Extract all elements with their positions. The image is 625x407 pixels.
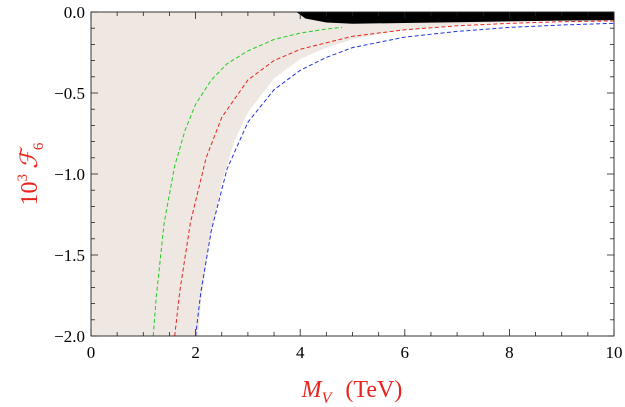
x-axis-unit: (TeV) (345, 377, 402, 403)
y-axis-exponent: 3 (15, 174, 31, 182)
x-tick-label: 2 (191, 343, 200, 362)
series-layer (152, 20, 614, 336)
allowed-band (91, 12, 614, 336)
y-tick-label: −1.5 (54, 246, 85, 265)
y-axis-prefix: 10 (17, 181, 43, 205)
y-tick-label: −0.5 (54, 84, 85, 103)
y-tick-label: −2.0 (54, 327, 85, 346)
series-line-red (174, 20, 614, 336)
y-axis-title: 103 ℱ6 (15, 142, 47, 205)
x-axis-symbol: M (301, 377, 324, 403)
x-tick-label: 8 (505, 343, 514, 362)
x-axis-subscript: V (322, 390, 334, 407)
y-axis-symbol: ℱ (17, 146, 43, 169)
plot-area (91, 12, 614, 336)
x-tick-label: 10 (606, 343, 623, 362)
y-tick-label: 0.0 (64, 3, 85, 22)
y-tick-label: −1.0 (54, 165, 85, 184)
x-axis-title: MV (TeV) (301, 377, 403, 407)
y-axis-subscript: 6 (31, 142, 47, 150)
excluded-region (296, 12, 614, 24)
series-line-green (152, 26, 343, 336)
ticks: 0 2 4 6 8 10 0.0 −0.5 −1.0 −1.5 −2.0 (54, 3, 622, 362)
x-tick-label: 4 (296, 343, 305, 362)
series-line-blue (195, 22, 614, 336)
x-tick-label: 6 (401, 343, 410, 362)
x-tick-label: 0 (87, 343, 96, 362)
